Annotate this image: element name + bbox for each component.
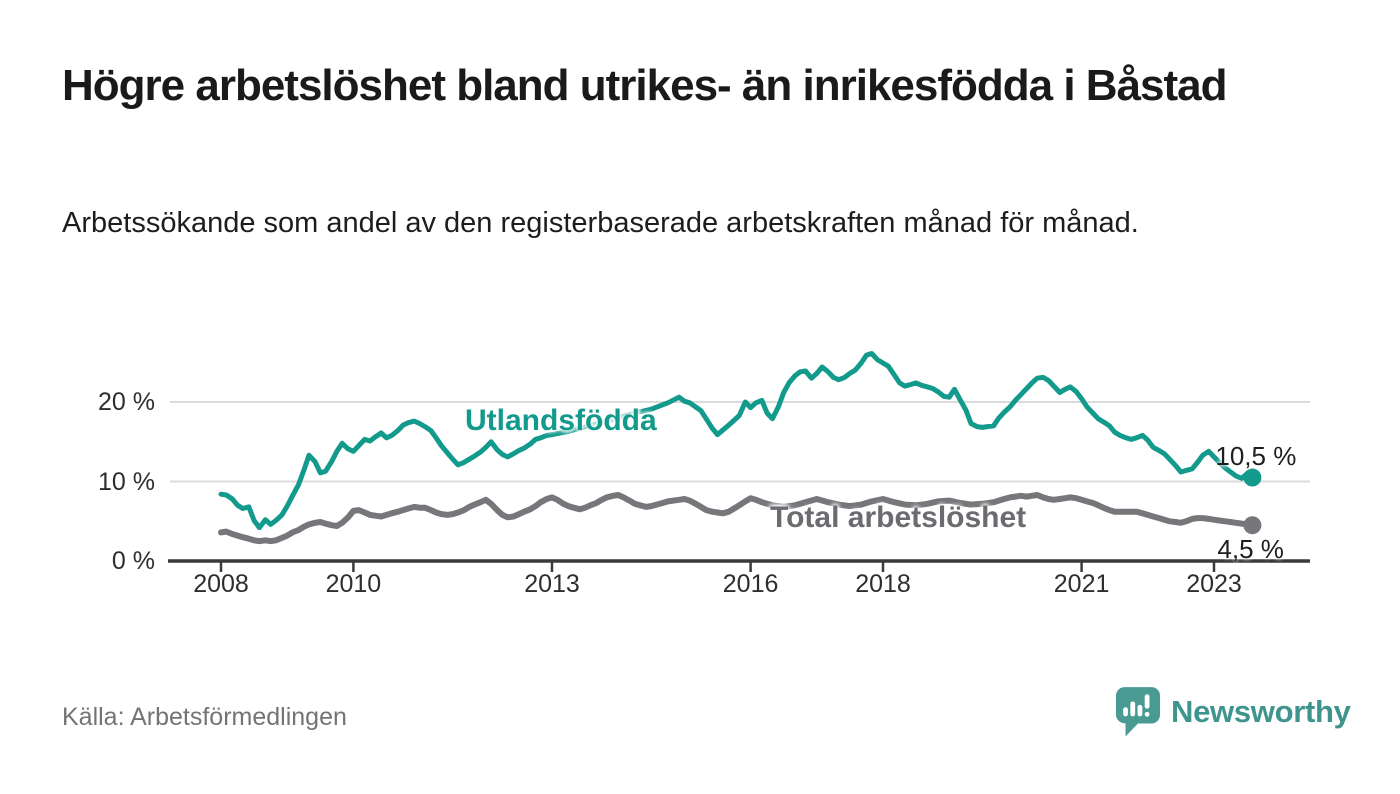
newsworthy-logo-icon (1115, 687, 1161, 737)
page-subtitle: Arbetssökande som andel av den registerb… (62, 207, 1139, 239)
source-note: Källa: Arbetsförmedlingen (62, 703, 347, 731)
chart-canvas (168, 351, 1310, 572)
x-axis-label-2021: 2021 (1053, 570, 1110, 598)
x-axis-label-2016: 2016 (722, 570, 779, 598)
end-value-label-utlandsfodda: 10,5 % (1215, 440, 1297, 471)
series-line-utlandsfodda (218, 351, 1255, 531)
page-title: Högre arbetslöshet bland utrikes- än inr… (62, 61, 1228, 110)
newsworthy-logo-text: Newsworthy (1171, 694, 1351, 729)
series-label-total: Total arbetslöshet (770, 501, 1027, 534)
x-axis-label-2023: 2023 (1186, 570, 1242, 598)
series-end-dot-utlandsfodda (1243, 468, 1262, 487)
x-axis-label-2010: 2010 (325, 570, 382, 598)
y-axis-label-10: 10 % (98, 467, 155, 496)
series-line-total (218, 492, 1256, 545)
x-axis-label-2013: 2013 (524, 570, 580, 598)
series-label-utlandsfodda: Utlandsfödda (465, 404, 657, 437)
x-axis-label-2008: 2008 (193, 570, 249, 598)
newsworthy-logo[interactable]: Newsworthy (1115, 686, 1351, 738)
x-axis-label-2018: 2018 (855, 570, 911, 598)
line-chart: 0 % 10 % 20 % 2008 2010 2013 2016 2018 2021 2023 U… (0, 330, 1400, 620)
end-value-label-total: 4,5 % (1217, 534, 1284, 565)
y-axis-label-20: 20 % (98, 388, 155, 416)
series-end-dot-total (1243, 516, 1262, 535)
y-axis-label-0: 0 % (111, 547, 155, 575)
